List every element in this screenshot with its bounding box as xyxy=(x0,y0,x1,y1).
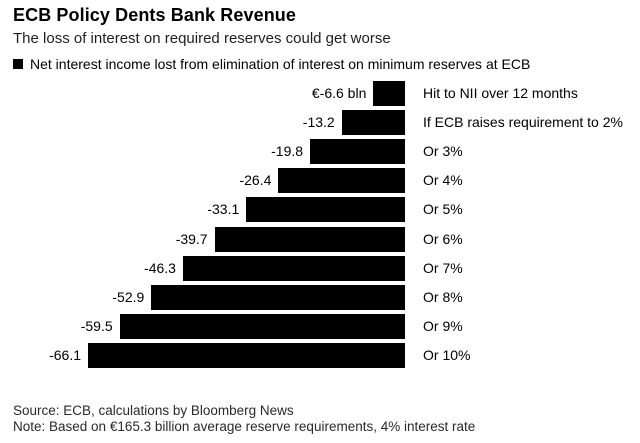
bar xyxy=(310,139,405,164)
bar-row: -46.3 Or 7% xyxy=(0,256,640,281)
bar xyxy=(183,256,405,281)
bar-value-label: -52.9 xyxy=(112,289,145,305)
bar-row: -13.2 If ECB raises requirement to 2% xyxy=(0,110,640,135)
bar xyxy=(151,285,405,310)
bar-row: -26.4 Or 4% xyxy=(0,168,640,193)
bar-value-label: -66.1 xyxy=(49,347,81,363)
legend-label: Net interest income lost from eliminatio… xyxy=(30,56,531,72)
chart-title: ECB Policy Dents Bank Revenue xyxy=(13,5,296,25)
bar-category-label: Or 10% xyxy=(423,347,471,363)
bar-category-label: Hit to NII over 12 months xyxy=(423,85,578,101)
bar-row: €-6.6 bln Hit to NII over 12 months xyxy=(0,81,640,106)
bar-category-label: Or 6% xyxy=(423,231,463,247)
bar-value-label: €-6.6 bln xyxy=(311,85,367,101)
bar-category-label: Or 8% xyxy=(423,289,463,305)
bar-value-label: -33.1 xyxy=(207,201,240,217)
bar xyxy=(88,343,405,368)
footer: Source: ECB, calculations by Bloomberg N… xyxy=(13,403,475,435)
bar-row: -66.1 Or 10% xyxy=(0,343,640,368)
chart-subtitle: The loss of interest on required reserve… xyxy=(13,30,391,47)
bar-category-label: Or 3% xyxy=(423,143,463,159)
bar-value-label: -46.3 xyxy=(144,260,176,276)
methodology-note: Note: Based on €165.3 billion average re… xyxy=(13,419,476,434)
bar-category-label: Or 9% xyxy=(423,318,463,334)
bar-category-label: Or 4% xyxy=(423,172,463,188)
bar-chart: €-6.6 bln Hit to NII over 12 months -13.2 I… xyxy=(0,81,640,373)
bar xyxy=(246,197,405,222)
bar-value-label: -26.4 xyxy=(239,172,272,188)
bar-value-label: -59.5 xyxy=(80,318,113,334)
bar-row: -19.8 Or 3% xyxy=(0,139,640,164)
bar-category-label: Or 7% xyxy=(423,260,463,276)
bar xyxy=(278,168,405,193)
bar-category-label: Or 5% xyxy=(423,201,463,217)
bar xyxy=(341,110,405,135)
bar-category-label: If ECB raises requirement to 2% xyxy=(423,114,623,130)
legend-swatch-icon xyxy=(13,59,23,69)
bar-row: -52.9 Or 8% xyxy=(0,285,640,310)
bar-value-label: -13.2 xyxy=(302,114,335,130)
bar xyxy=(373,81,405,106)
bar-value-label: -39.7 xyxy=(175,231,208,247)
legend: Net interest income lost from eliminatio… xyxy=(13,56,530,72)
source-note: Source: ECB, calculations by Bloomberg N… xyxy=(13,403,294,418)
bar xyxy=(119,314,405,339)
bar-row: -39.7 Or 6% xyxy=(0,227,640,252)
bar xyxy=(214,227,405,252)
bar-row: -59.5 Or 9% xyxy=(0,314,640,339)
bar-value-label: -19.8 xyxy=(271,143,304,159)
bar-row: -33.1 Or 5% xyxy=(0,197,640,222)
